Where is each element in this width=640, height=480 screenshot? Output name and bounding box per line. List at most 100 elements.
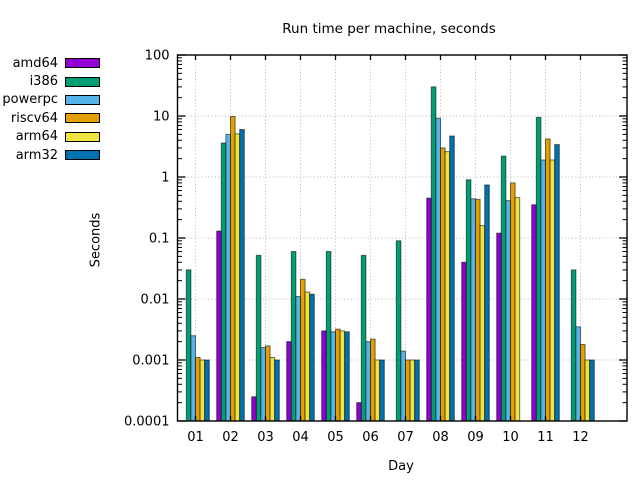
bar-riscv64-10 [510,182,516,422]
bar-amd64-05 [321,330,327,422]
legend-label: arm32 [15,147,58,163]
y-tick-label: 0.001 [132,354,169,369]
x-tick-label: 09 [467,430,484,445]
x-tick-label: 08 [432,430,449,445]
legend-item: arm32 [8,146,100,164]
bar-arm32-03 [274,359,280,422]
legend-swatch [65,113,100,124]
legend-item: riscv64 [8,109,100,127]
x-tick-label: 12 [572,430,589,445]
legend-swatch [65,150,100,161]
bar-arm32-07 [414,359,420,422]
bar-powerpc-11 [540,159,547,422]
bar-i386-06 [360,254,367,422]
legend-swatch [65,58,100,69]
bar-powerpc-10 [505,200,511,422]
bar-riscv64-09 [475,198,481,422]
x-tick-label: 10 [502,430,519,445]
bar-riscv64-06 [370,338,376,422]
bar-powerpc-12 [575,326,582,422]
legend-item: powerpc [2,91,100,109]
bar-riscv64-05 [335,328,341,422]
bar-arm64-04 [304,291,311,422]
chart-title: Run time per machine, seconds [282,21,496,37]
bar-powerpc-05 [330,331,336,422]
bar-i386-04 [290,251,297,422]
bar-powerpc-07 [400,350,406,422]
x-tick-label: 03 [257,430,274,445]
bar-powerpc-09 [470,198,476,422]
bar-amd64-02 [216,230,222,422]
bar-riscv64-04 [300,278,306,422]
x-tick-label: 01 [187,430,204,445]
x-tick-label: 05 [327,430,344,445]
bar-riscv64-02 [230,116,236,422]
bar-riscv64-03 [265,345,271,422]
bar-i386-08 [430,86,437,422]
bar-arm32-11 [554,144,560,422]
bar-arm64-12 [584,359,591,422]
bar-arm32-06 [379,359,385,422]
bar-powerpc-08 [435,117,441,422]
y-tick-label: 10 [153,110,170,125]
bar-powerpc-04 [295,295,301,422]
bar-i386-02 [220,142,227,422]
bar-i386-11 [535,116,542,422]
bar-i386-05 [325,251,332,422]
bar-powerpc-06 [365,341,371,422]
y-tick-label: 0.0001 [124,415,170,430]
bar-amd64-10 [496,232,502,422]
x-tick-label: 04 [292,430,309,445]
bar-amd64-04 [286,341,292,422]
x-tick-label: 11 [537,430,554,445]
x-tick-label: 06 [362,430,379,445]
bar-amd64-11 [531,204,537,422]
bar-i386-07 [395,240,402,422]
bar-arm64-10 [514,197,521,422]
bar-powerpc-01 [190,335,196,422]
bar-amd64-08 [426,197,432,422]
bar-arm64-06 [374,359,381,422]
bar-riscv64-12 [580,343,586,422]
bar-riscv64-07 [405,359,411,422]
legend-item: arm64 [8,128,100,146]
bar-arm32-02 [239,129,245,422]
y-tick-label: 100 [145,49,170,64]
bar-arm64-05 [339,330,346,422]
bar-arm64-03 [269,356,276,422]
bar-arm64-11 [549,159,556,422]
bar-amd64-06 [356,402,362,422]
legend: amd64 i386 powerpc riscv64 arm64 arm32 [2,54,100,164]
legend-swatch [65,94,100,105]
bar-arm32-04 [309,293,315,422]
bar-arm64-07 [409,359,416,422]
bar-arm64-02 [234,133,241,422]
bar-i386-10 [500,155,507,422]
bar-powerpc-02 [225,133,231,422]
x-tick-label: 02 [222,430,239,445]
bar-riscv64-11 [545,138,551,422]
x-axis-title: Day [388,459,414,474]
bar-riscv64-08 [440,147,446,422]
bar-arm32-01 [204,359,210,422]
y-tick-label: 0.1 [149,232,170,247]
bar-amd64-03 [251,396,257,422]
bar-arm32-05 [344,331,350,422]
bar-i386-12 [570,269,577,422]
bar-arm32-12 [589,359,595,422]
y-tick-label: 0.01 [141,293,170,308]
bar-arm64-09 [479,225,486,422]
bar-riscv64-01 [195,356,201,422]
bar-arm32-09 [484,184,490,422]
legend-label: amd64 [12,55,58,71]
bar-arm32-08 [449,135,455,422]
legend-item: i386 [8,72,100,90]
bar-i386-09 [465,179,472,422]
x-tick-label: 07 [397,430,414,445]
y-tick-label: 1 [161,171,169,186]
legend-swatch [65,76,100,87]
bar-arm64-08 [444,151,451,422]
legend-label: riscv64 [10,110,58,126]
